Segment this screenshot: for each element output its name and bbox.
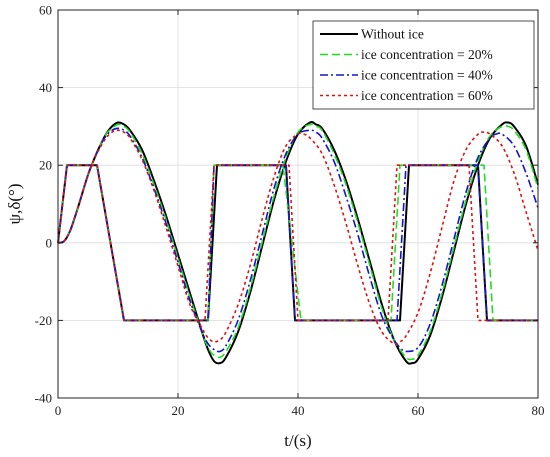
y-tick-label: 0 xyxy=(46,235,53,250)
x-axis-label: t/(s) xyxy=(284,431,311,450)
y-tick-label: -40 xyxy=(35,391,52,406)
legend-label-0: Without ice xyxy=(361,27,424,42)
series-3-heading-line xyxy=(57,129,539,346)
legend-box xyxy=(312,20,535,110)
x-tick-label: 80 xyxy=(532,403,545,418)
axis-ticks: 0 20 40 60 80 -40 -20 0 20 40 60 xyxy=(35,3,545,419)
x-tick-label: 20 xyxy=(172,403,185,418)
legend-label-1: ice concentration = 20% xyxy=(361,47,493,62)
y-tick-label: 60 xyxy=(39,3,52,18)
y-tick-label: 20 xyxy=(39,158,52,173)
y-tick-label: 40 xyxy=(39,80,52,95)
series-layer xyxy=(57,121,539,365)
y-axis-label: ψ,δ(°) xyxy=(5,183,24,224)
x-tick-label: 40 xyxy=(292,403,305,418)
series-1-heading-line xyxy=(57,123,539,361)
x-tick-label: 60 xyxy=(412,403,425,418)
legend-label-2: ice concentration = 40% xyxy=(361,68,493,83)
legend-label-3: ice concentration = 60% xyxy=(361,88,493,103)
series-2-heading-line xyxy=(57,127,539,353)
legend: Without ice ice concentration = 20% ice co… xyxy=(312,20,535,110)
y-tick-label: -20 xyxy=(35,313,52,328)
x-tick-label: 0 xyxy=(55,403,62,418)
series-3-rudder-line xyxy=(57,164,538,322)
